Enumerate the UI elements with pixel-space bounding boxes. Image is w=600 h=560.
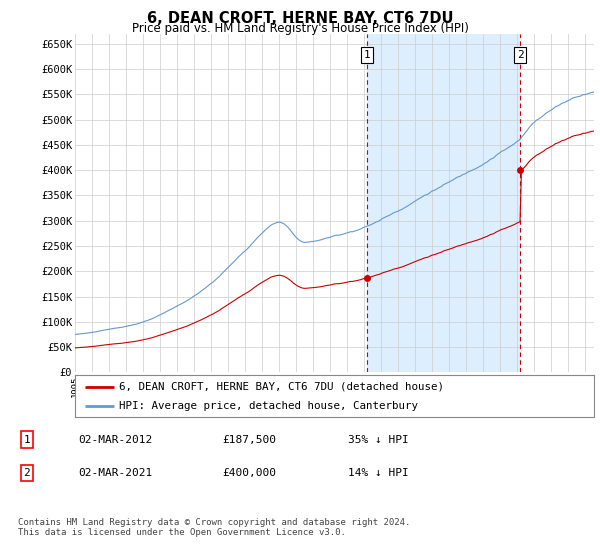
Text: 02-MAR-2021: 02-MAR-2021 [78,468,152,478]
Text: 6, DEAN CROFT, HERNE BAY, CT6 7DU (detached house): 6, DEAN CROFT, HERNE BAY, CT6 7DU (detac… [119,381,444,391]
Text: 2: 2 [23,468,31,478]
Text: Price paid vs. HM Land Registry's House Price Index (HPI): Price paid vs. HM Land Registry's House … [131,22,469,35]
Text: 1: 1 [23,435,31,445]
Text: 1: 1 [364,50,371,60]
Text: 6, DEAN CROFT, HERNE BAY, CT6 7DU: 6, DEAN CROFT, HERNE BAY, CT6 7DU [147,11,453,26]
Text: 2: 2 [517,50,524,60]
Text: 02-MAR-2012: 02-MAR-2012 [78,435,152,445]
Text: HPI: Average price, detached house, Canterbury: HPI: Average price, detached house, Cant… [119,401,418,411]
Text: 35% ↓ HPI: 35% ↓ HPI [348,435,409,445]
Text: 14% ↓ HPI: 14% ↓ HPI [348,468,409,478]
Text: £187,500: £187,500 [222,435,276,445]
Text: £400,000: £400,000 [222,468,276,478]
Bar [367,34,520,372]
Text: Contains HM Land Registry data © Crown copyright and database right 2024.
This d: Contains HM Land Registry data © Crown c… [18,518,410,538]
